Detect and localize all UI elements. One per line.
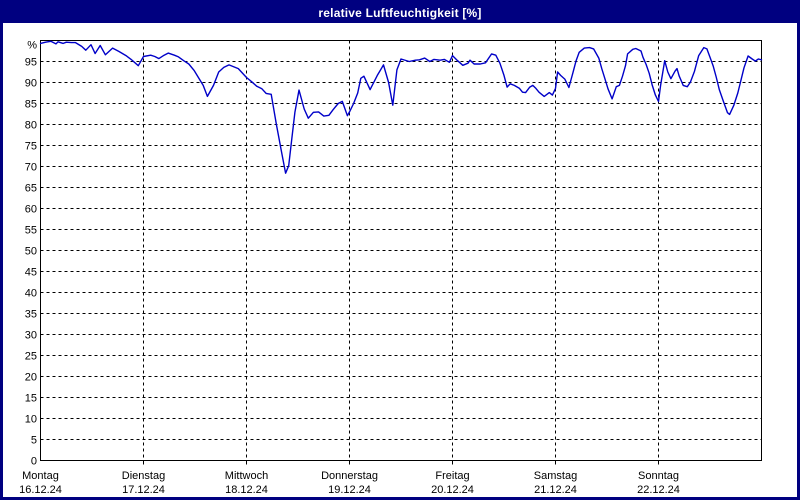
x-day-label: Samstag	[534, 470, 577, 482]
y-tick-label: 30	[25, 330, 37, 342]
y-tick-label: 80	[25, 120, 37, 132]
y-tick-label: 10	[25, 414, 37, 426]
y-tick-label: 15	[25, 393, 37, 405]
plot-border	[40, 40, 762, 461]
y-tick-label: 70	[25, 162, 37, 174]
y-tick-label: 25	[25, 351, 37, 363]
window-title: relative Luftfeuchtigkeit [%]	[318, 6, 482, 20]
y-tick-label: 50	[25, 246, 37, 258]
y-tick-label: 55	[25, 225, 37, 237]
y-tick-label: 20	[25, 372, 37, 384]
humidity-line-chart: 0 5 10 15 20 25 30 35 40 45 50 55 60 65 70 75 80 85 90 95% M…	[19, 40, 763, 496]
x-day-label: Dienstag	[122, 470, 165, 482]
window-titlebar: relative Luftfeuchtigkeit [%]	[3, 3, 797, 23]
x-date-label: 21.12.24	[534, 484, 577, 496]
y-tick-label: 40	[25, 288, 37, 300]
x-date-label: 17.12.24	[122, 484, 165, 496]
y-tick-label: 85	[25, 99, 37, 111]
x-date-label: 22.12.24	[637, 484, 680, 496]
x-day-label: Mittwoch	[225, 470, 268, 482]
x-date-label: 19.12.24	[328, 484, 371, 496]
y-tick-label: 65	[25, 183, 37, 195]
x-day-label: Freitag	[435, 470, 469, 482]
y-tick-label: 5	[31, 435, 37, 447]
x-day-label: Donnerstag	[321, 470, 378, 482]
x-date-label: 18.12.24	[225, 484, 268, 496]
y-tick-label: 0	[31, 456, 37, 468]
y-tick-label: 45	[25, 267, 37, 279]
x-day-label: Montag	[22, 470, 59, 482]
y-tick-label: 60	[25, 204, 37, 216]
x-date-label: 16.12.24	[19, 484, 62, 496]
y-tick-label: 95	[25, 57, 37, 69]
y-tick-label: 75	[25, 141, 37, 153]
humidity-line	[39, 40, 763, 174]
y-axis-unit-label: %	[27, 40, 37, 52]
x-date-label: 20.12.24	[431, 484, 474, 496]
chart-area: 0 5 10 15 20 25 30 35 40 45 50 55 60 65 70 75 80 85 90 95% M…	[3, 23, 797, 497]
y-tick-label: 90	[25, 78, 37, 90]
y-tick-label: 35	[25, 309, 37, 321]
x-day-label: Sonntag	[638, 470, 679, 482]
